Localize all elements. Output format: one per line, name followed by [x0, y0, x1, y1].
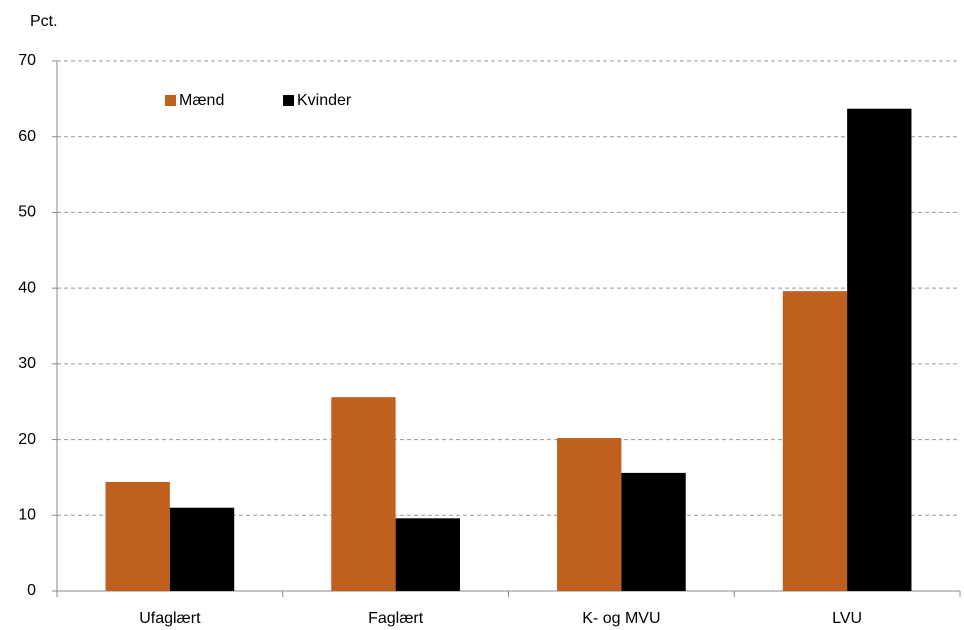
bar: [621, 472, 686, 591]
y-tick-label: 50: [18, 204, 36, 221]
y-tick-label: 40: [18, 279, 36, 296]
x-tick-label: K- og MVU: [582, 610, 660, 627]
x-tick-label: Faglært: [368, 610, 424, 627]
legend-label: Kvinder: [297, 92, 352, 109]
y-tick-label: 30: [18, 355, 36, 372]
y-tick-label: 20: [18, 431, 36, 448]
legend-swatch: [283, 95, 294, 106]
bar: [105, 481, 170, 591]
y-tick-label: 60: [18, 128, 36, 145]
y-axis-label: Pct.: [30, 13, 58, 30]
y-tick-label: 0: [27, 582, 36, 599]
legend-swatch: [165, 95, 176, 106]
bar: [782, 291, 848, 591]
y-tick-label: 70: [18, 52, 36, 69]
y-tick-label: 10: [18, 507, 36, 524]
bar: [169, 507, 235, 591]
x-tick-label: LVU: [832, 610, 862, 627]
bar: [331, 397, 396, 591]
bar: [395, 518, 460, 591]
legend-label: Mænd: [179, 92, 224, 109]
x-tick-label: Ufaglært: [139, 610, 201, 627]
bar: [557, 438, 622, 591]
bar: [847, 108, 912, 591]
